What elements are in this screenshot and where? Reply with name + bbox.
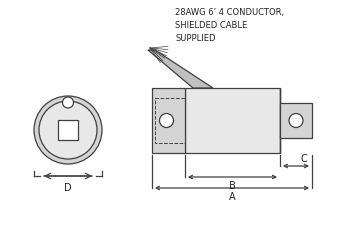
Bar — [152, 88, 185, 153]
Bar — [185, 88, 280, 153]
Text: A: A — [229, 192, 235, 202]
Bar — [58, 120, 78, 140]
Polygon shape — [148, 50, 213, 88]
Text: C: C — [301, 154, 307, 164]
Circle shape — [289, 113, 303, 127]
Text: 28AWG 6’ 4 CONDUCTOR,
SHIELDED CABLE
SUPPLIED: 28AWG 6’ 4 CONDUCTOR, SHIELDED CABLE SUP… — [175, 8, 284, 43]
Bar — [155, 98, 185, 143]
Text: B: B — [229, 181, 236, 191]
Bar — [280, 103, 312, 138]
Circle shape — [39, 101, 97, 159]
Circle shape — [34, 96, 102, 164]
Text: D: D — [64, 183, 72, 193]
Circle shape — [159, 113, 174, 127]
Circle shape — [63, 97, 73, 108]
